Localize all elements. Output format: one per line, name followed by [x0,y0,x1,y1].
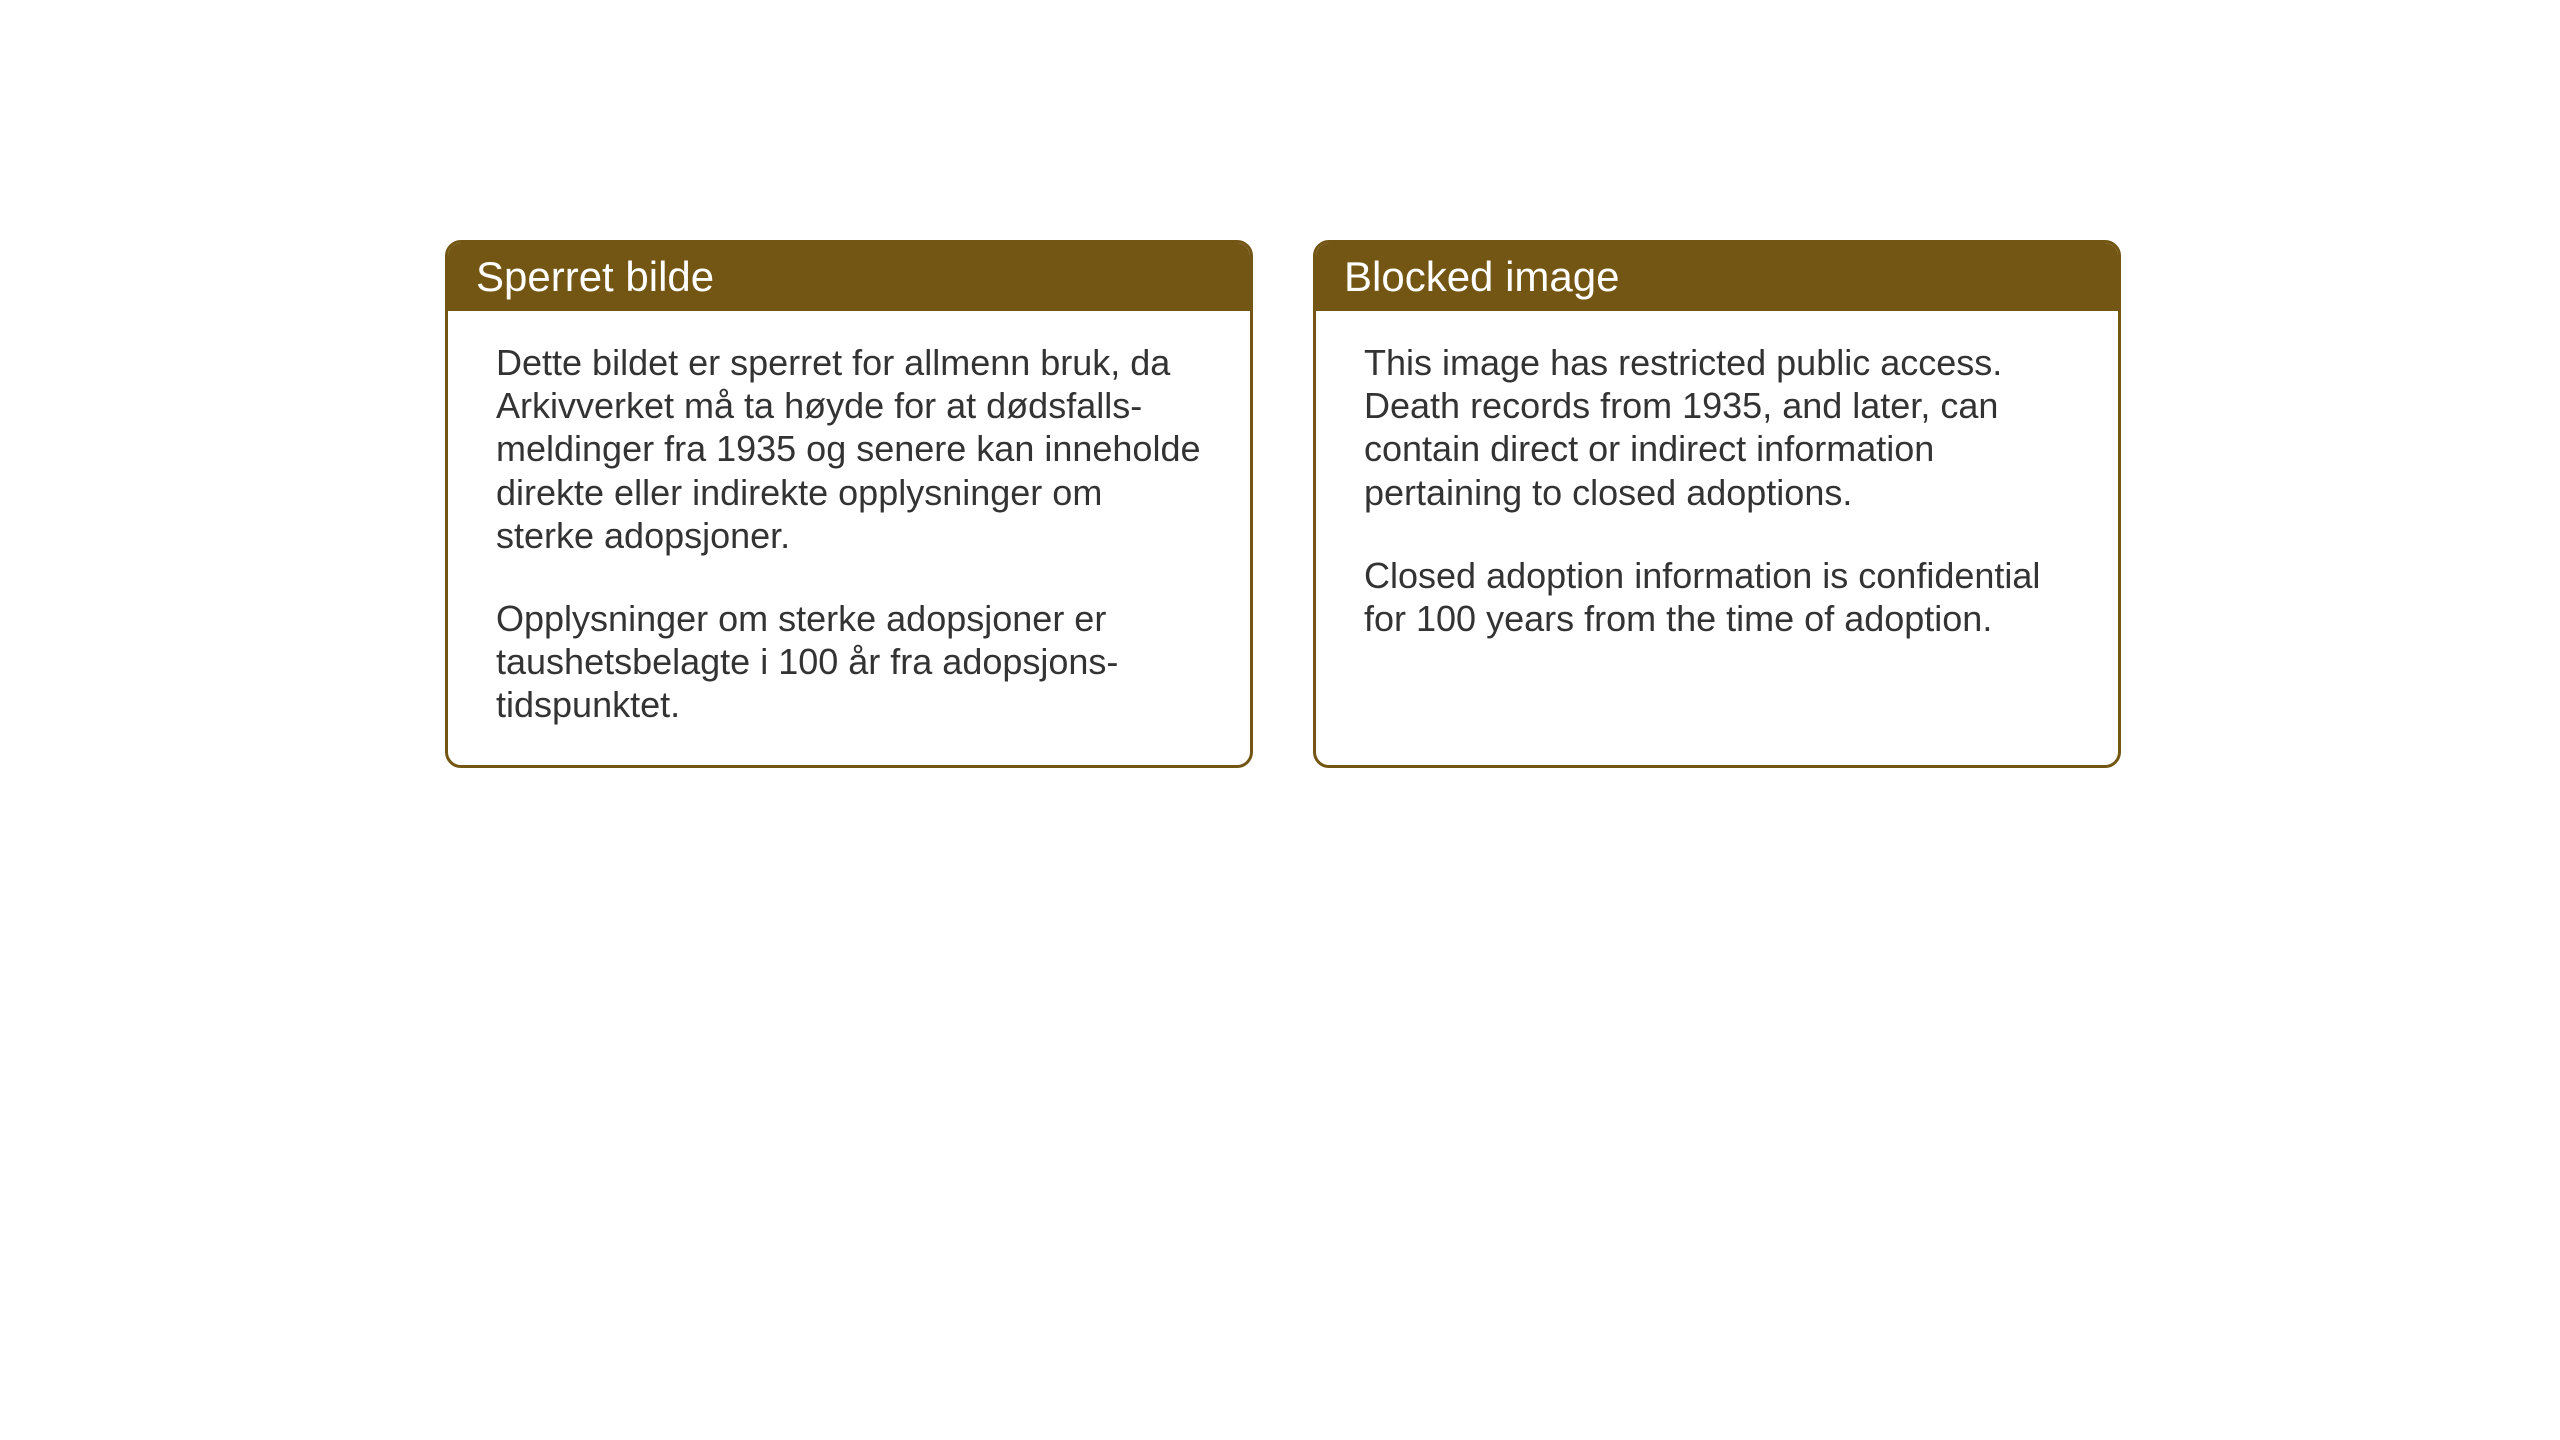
english-card-body: This image has restricted public access.… [1316,311,2118,751]
norwegian-card-body: Dette bildet er sperret for allmenn bruk… [448,311,1250,765]
english-card-title: Blocked image [1316,243,2118,311]
norwegian-notice-card: Sperret bilde Dette bildet er sperret fo… [445,240,1253,768]
english-notice-card: Blocked image This image has restricted … [1313,240,2121,768]
norwegian-paragraph-1: Dette bildet er sperret for allmenn bruk… [496,341,1202,557]
english-paragraph-1: This image has restricted public access.… [1364,341,2070,514]
norwegian-card-title: Sperret bilde [448,243,1250,311]
notice-container: Sperret bilde Dette bildet er sperret fo… [445,240,2121,768]
english-paragraph-2: Closed adoption information is confident… [1364,554,2070,640]
norwegian-paragraph-2: Opplysninger om sterke adopsjoner er tau… [496,597,1202,727]
